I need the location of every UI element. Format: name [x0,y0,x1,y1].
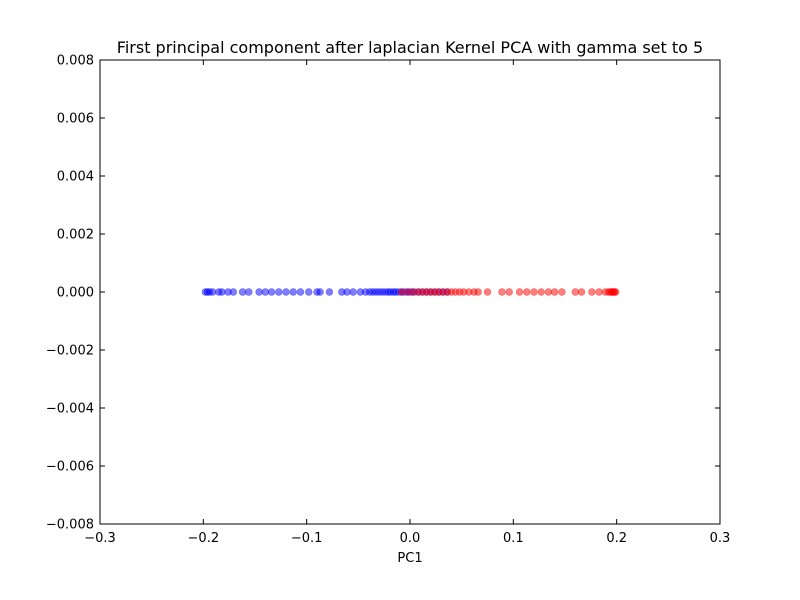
scatter-point-series-1 [255,288,263,296]
scatter-point-series-1 [349,288,357,296]
x-axis-label: PC1 [397,551,422,566]
y-tick-label: 0.006 [57,112,94,127]
y-tick-label: −0.004 [46,402,94,417]
x-tick-label: 0.2 [606,531,627,546]
scatter-point-series-2 [544,288,553,296]
scatter-point-series-2 [523,288,531,296]
y-tick-label: 0.000 [57,286,94,301]
scatter-point-series-2 [530,288,538,296]
scatter-point-series-1 [218,288,226,296]
scatter-point-series-1 [316,288,324,296]
scatter-point-series-1 [267,288,276,296]
x-tick-label: 0.1 [503,531,524,546]
scatter-point-series-1 [229,288,238,296]
y-axis: −0.008 −0.006 −0.004 −0.002 0.000 0.002 0.004 0… [46,54,720,533]
x-tick-label: −0.1 [291,531,323,546]
scatter-point-series-2 [611,288,620,296]
scatter-point-series-1 [245,288,253,296]
y-tick-label: −0.002 [46,344,94,359]
scatter-point-series-2 [398,288,406,296]
chart-title: First principal component after laplacia… [117,38,703,57]
scatter-point-series-2 [577,288,586,296]
scatter-point-series-1 [305,288,313,296]
x-tick-label: 0.0 [400,531,421,546]
scatter-point-series-2 [537,288,545,296]
scatter-point-series-2 [498,288,506,296]
scatter-point-series-2 [515,288,524,296]
scatter-point-series-2 [474,288,482,296]
scatter-point-series-2 [595,288,603,296]
scatter-point-series-1 [275,288,283,296]
scatter-point-series-1 [325,288,334,296]
y-tick-label: 0.008 [57,54,94,69]
y-tick-label: 0.004 [57,170,94,185]
y-tick-label: −0.006 [46,460,94,475]
scatter-point-series-2 [550,288,559,296]
x-tick-label: −0.2 [188,531,220,546]
scatter-point-series-2 [571,288,580,296]
scatter-point-series-2 [588,288,596,296]
scatter-point-series-1 [296,288,305,296]
scatter-point-series-1 [238,288,247,296]
scatter-point-series-1 [343,288,351,296]
scatter-point-series-2 [505,288,513,296]
y-tick-label: 0.002 [57,228,94,243]
scatter-point-series-1 [289,288,297,296]
x-tick-label: 0.3 [710,531,731,546]
scatter-point-series-1 [261,288,270,296]
x-tick-label: −0.3 [84,531,116,546]
scatter-point-series-1 [208,288,217,296]
scatter-point-series-1 [282,288,290,296]
scatter-point-series-2 [558,288,566,296]
points-layer [201,288,620,296]
y-tick-label: −0.008 [46,518,94,533]
x-axis: −0.3 −0.2 −0.1 0.0 0.1 0.2 0.3 [84,60,730,546]
scatter-point-series-2 [483,288,492,296]
